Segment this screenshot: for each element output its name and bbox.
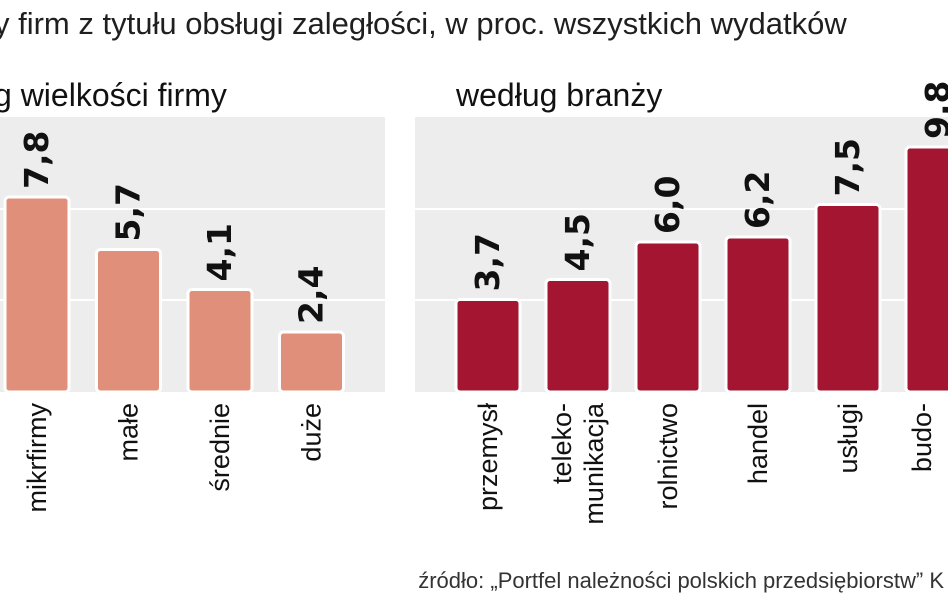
size-bar — [95, 248, 162, 394]
industry-category-label: rolnictwo — [653, 403, 683, 510]
industry-value-label: 3,7 — [468, 233, 507, 291]
size-category-label: średnie — [205, 403, 235, 492]
industry-value-label: 4,5 — [558, 213, 597, 271]
industry-category-label: handel — [743, 403, 773, 484]
industry-category-label: teleko- — [547, 403, 577, 484]
industry-value-label: 7,5 — [828, 138, 867, 196]
size-value-label: 4,1 — [200, 223, 239, 281]
size-value-label: 2,4 — [292, 266, 331, 324]
size-category-label: duże — [297, 403, 327, 462]
industry-category-label: przemysł — [473, 403, 503, 511]
size-value-label: 7,8 — [17, 131, 56, 189]
industry-category-label: ... — [939, 403, 948, 426]
panel-firm-size: g wielkości firmy 7,8 mikrfirmy 5,7 małe 4,1… — [0, 77, 385, 512]
industry-bar — [724, 235, 792, 394]
industry-category-label: budo- — [907, 403, 937, 472]
industry-category-label: munikacja — [579, 402, 609, 525]
chart-title: y firm z tytułu obsługi zaległości, w pr… — [0, 6, 847, 41]
industry-bar — [454, 298, 522, 394]
industry-value-label: 6,0 — [648, 176, 687, 234]
industry-bar — [634, 240, 702, 394]
size-bar — [278, 330, 345, 394]
panel-firm-size-heading: g wielkości firmy — [0, 77, 227, 113]
panel-industry-heading: według branży — [455, 77, 662, 113]
source-note: źródło: „Portfel należności polskich prz… — [418, 568, 944, 593]
industry-bar — [544, 278, 612, 394]
size-category-label: małe — [114, 403, 144, 462]
industry-bar — [904, 145, 948, 394]
size-category-label: mikrfirmy — [22, 403, 52, 513]
industry-value-label: 9,8 — [918, 81, 948, 139]
industry-category-label: usługi — [833, 403, 863, 474]
size-value-label: 5,7 — [109, 183, 148, 241]
industry-bar — [814, 203, 882, 394]
size-bar — [186, 288, 254, 394]
industry-value-label: 6,2 — [738, 171, 777, 229]
panel-industry: według branży 3,7 przemysł 4,5 teleko-munik… — [415, 77, 948, 525]
size-bar — [3, 195, 71, 394]
